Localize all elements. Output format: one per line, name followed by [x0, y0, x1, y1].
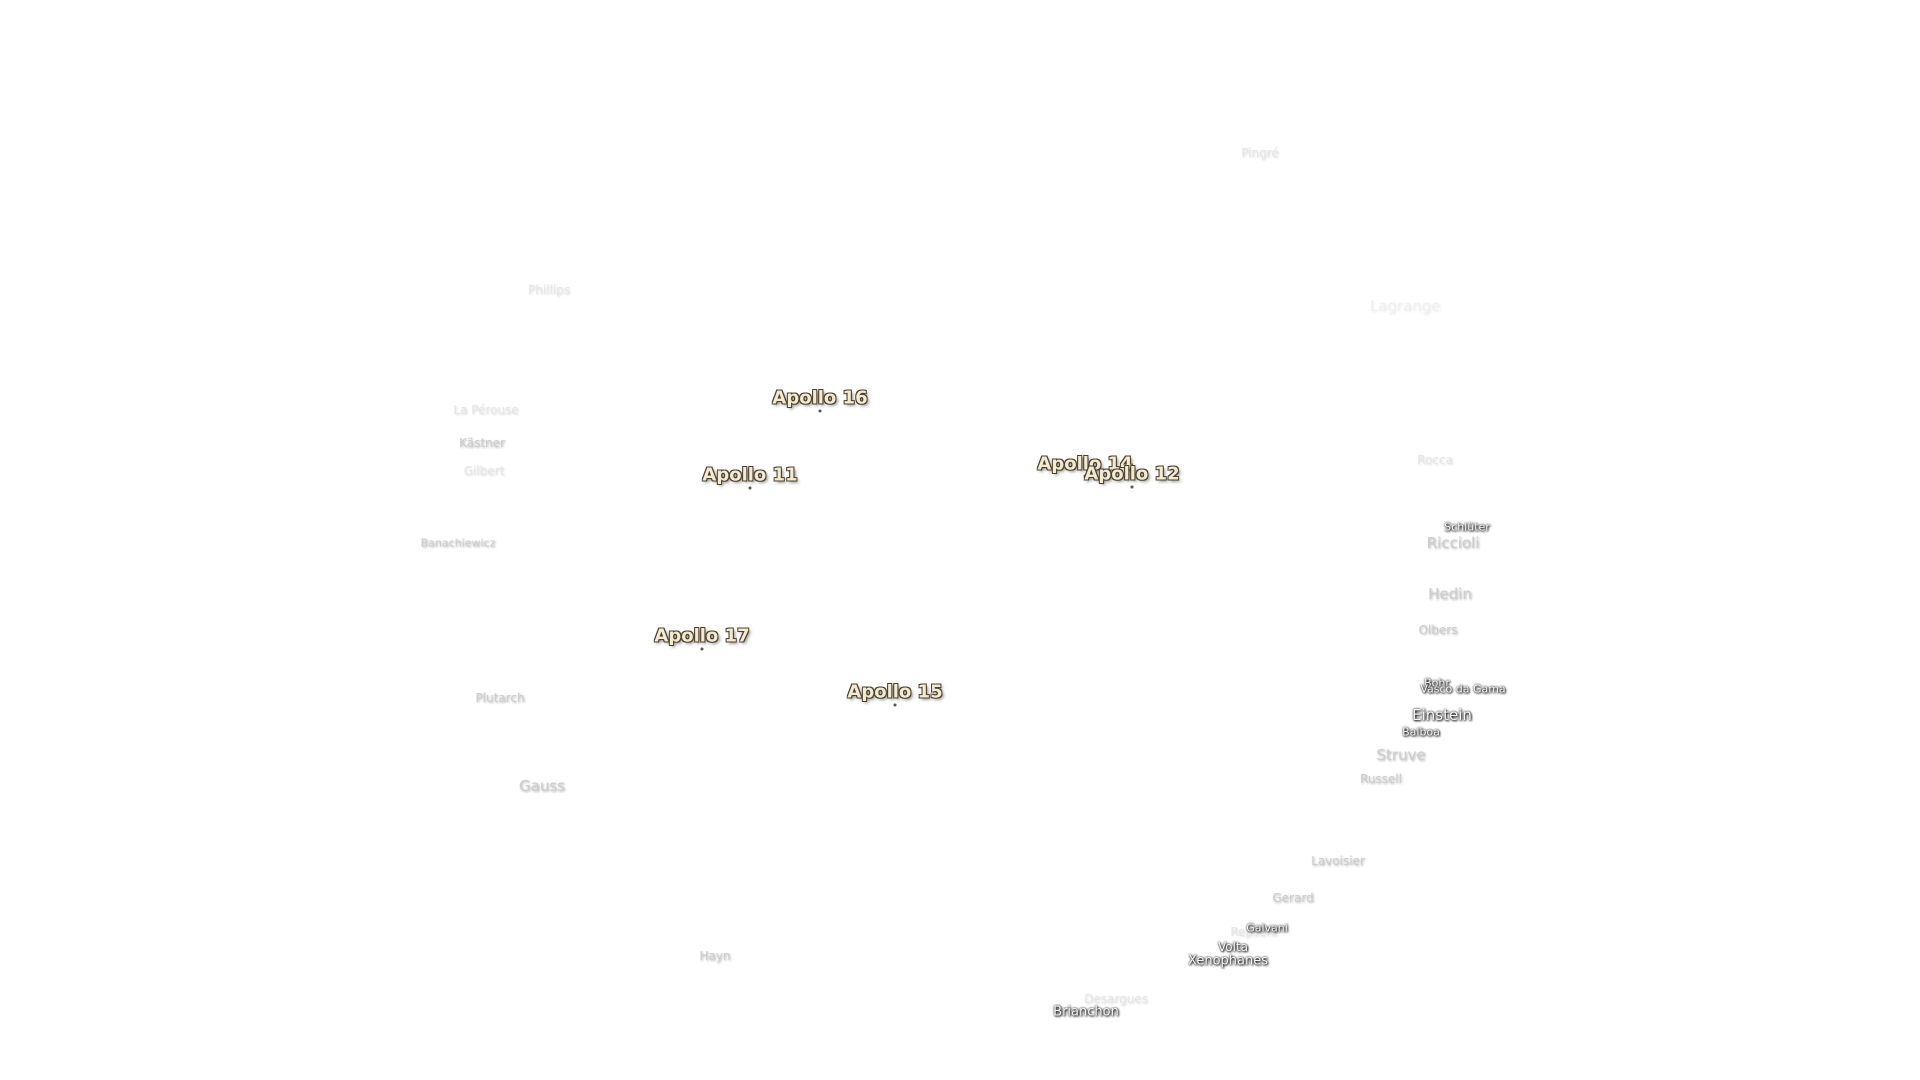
- crater-label: Gilbert: [463, 464, 505, 478]
- crater-label: Kästner: [459, 436, 505, 450]
- crater-label: Phillips: [527, 283, 571, 297]
- crater-label: Brianchon: [1053, 1004, 1119, 1020]
- landing-site: [818, 409, 822, 413]
- crater-label: Einstein: [1412, 706, 1472, 724]
- crater-label: Schlüter: [1444, 520, 1490, 534]
- crater-label: Riccioli: [1426, 534, 1480, 552]
- crater-label: Pingré: [1241, 146, 1279, 160]
- crater-label: Rocca: [1417, 453, 1453, 467]
- crater-label: Xenophanes: [1188, 953, 1268, 969]
- crater-label: Russell: [1360, 772, 1402, 786]
- apollo-label[interactable]: Apollo 15: [847, 681, 943, 703]
- crater-label: Plutarch: [475, 691, 525, 705]
- apollo-label[interactable]: Apollo 16: [772, 387, 868, 409]
- crater-label: Vasco da Gama: [1420, 682, 1506, 696]
- crater-label: Lagrange: [1369, 297, 1441, 315]
- crater-label: Gerard: [1272, 891, 1314, 905]
- crater-label: Olbers: [1418, 623, 1458, 637]
- crater-label: Balboa: [1402, 725, 1440, 739]
- crater-label: Gauss: [519, 777, 565, 795]
- crater-label: Lavoisier: [1311, 854, 1365, 868]
- apollo-label[interactable]: Apollo 12: [1084, 463, 1180, 485]
- landing-site: [893, 703, 897, 707]
- apollo-label[interactable]: Apollo 17: [654, 625, 750, 647]
- crater-label: Hedin: [1428, 585, 1472, 603]
- crater-label: La Pérouse: [453, 403, 519, 417]
- landing-site: [1083, 474, 1087, 478]
- landing-site: [748, 486, 752, 490]
- apollo-label[interactable]: Apollo 11: [702, 464, 798, 486]
- landing-site: [700, 647, 704, 651]
- crater-label: Banachiewicz: [420, 536, 496, 550]
- crater-label: Volta: [1217, 940, 1249, 954]
- crater-label: Hayn: [699, 949, 731, 963]
- crater-label: Galvani: [1246, 921, 1288, 935]
- crater-label: Bohr: [1424, 676, 1450, 690]
- crater-label: Repsold: [1230, 925, 1278, 939]
- crater-label: Desargues: [1084, 992, 1148, 1006]
- landing-site: [1130, 485, 1134, 489]
- crater-label: Struve: [1376, 746, 1426, 764]
- apollo-label[interactable]: Apollo 14: [1037, 453, 1133, 475]
